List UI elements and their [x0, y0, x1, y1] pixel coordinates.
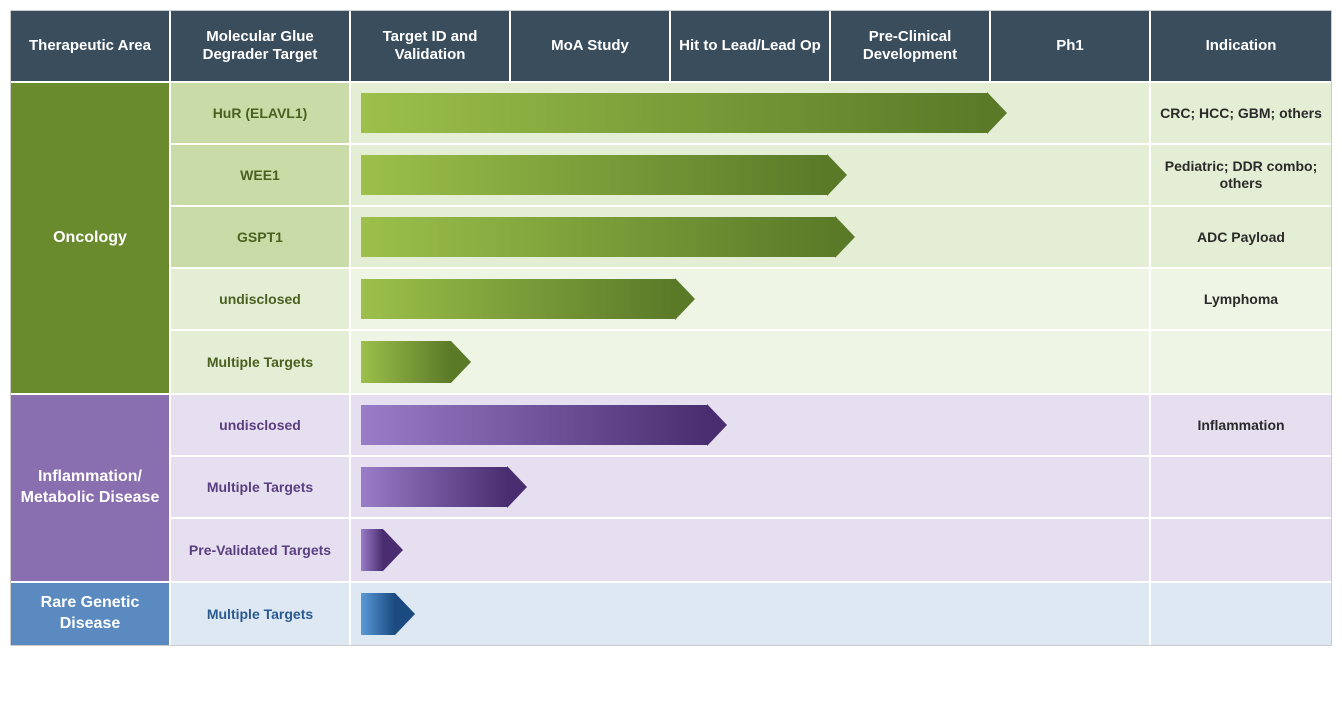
pipeline-row: Pre-Validated Targets	[171, 519, 1331, 581]
pipeline-row: undisclosed Lymphoma	[171, 269, 1331, 331]
target-cell: WEE1	[171, 145, 351, 205]
indication-cell	[1151, 519, 1331, 581]
progress-arrow-body	[361, 93, 987, 133]
progress-arrow-head	[827, 154, 847, 196]
progress-arrow	[361, 593, 415, 635]
pipeline-row: Multiple Targets	[171, 457, 1331, 519]
area-label-inflammation: Inflammation/ Metabolic Disease	[11, 395, 171, 581]
pipeline-row: HuR (ELAVL1) CRC; HCC; GBM; others	[171, 83, 1331, 145]
progress-arrow	[361, 217, 855, 257]
progress-arrow-body	[361, 405, 707, 445]
header-indication: Indication	[1151, 11, 1331, 81]
progress-arrow-body	[361, 341, 451, 383]
progress-arrow	[361, 467, 527, 507]
area-block-rare: Rare Genetic DiseaseMultiple Targets	[11, 581, 1331, 645]
header-area: Therapeutic Area	[11, 11, 171, 81]
progress-arrow	[361, 93, 1007, 133]
target-cell: undisclosed	[171, 269, 351, 329]
stages-cell	[351, 83, 1151, 143]
pipeline-chart: Therapeutic Area Molecular Glue Degrader…	[10, 10, 1332, 646]
rows-inflammation: undisclosed Inflammation Multiple TargetsP…	[171, 395, 1331, 581]
indication-cell: ADC Payload	[1151, 207, 1331, 267]
progress-arrow-body	[361, 155, 827, 195]
indication-cell	[1151, 331, 1331, 393]
target-cell: undisclosed	[171, 395, 351, 455]
pipeline-row: GSPT1 ADC Payload	[171, 207, 1331, 269]
progress-arrow	[361, 529, 403, 571]
area-block-inflammation: Inflammation/ Metabolic Diseaseundisclos…	[11, 393, 1331, 581]
stages-cell	[351, 519, 1151, 581]
header-stage-3: Pre-Clinical Development	[831, 11, 991, 81]
progress-arrow	[361, 341, 471, 383]
areas-container: OncologyHuR (ELAVL1) CRC; HCC; GBM; other…	[11, 81, 1331, 645]
progress-arrow-head	[507, 466, 527, 508]
indication-cell	[1151, 583, 1331, 645]
progress-arrow-body	[361, 217, 835, 257]
indication-cell: CRC; HCC; GBM; others	[1151, 83, 1331, 143]
progress-arrow-head	[675, 278, 695, 320]
stages-cell	[351, 331, 1151, 393]
header-stage-0: Target ID and Validation	[351, 11, 511, 81]
indication-cell: Pediatric; DDR combo; others	[1151, 145, 1331, 205]
progress-arrow-head	[835, 216, 855, 258]
header-target: Molecular Glue Degrader Target	[171, 11, 351, 81]
pipeline-row: Multiple Targets	[171, 331, 1331, 393]
target-cell: Multiple Targets	[171, 331, 351, 393]
progress-arrow	[361, 279, 695, 319]
progress-arrow	[361, 405, 727, 445]
area-label-rare: Rare Genetic Disease	[11, 583, 171, 645]
target-cell: Multiple Targets	[171, 457, 351, 517]
pipeline-row: undisclosed Inflammation	[171, 395, 1331, 457]
stages-cell	[351, 583, 1151, 645]
pipeline-row: WEE1 Pediatric; DDR combo; others	[171, 145, 1331, 207]
target-cell: HuR (ELAVL1)	[171, 83, 351, 143]
stages-cell	[351, 457, 1151, 517]
progress-arrow	[361, 155, 847, 195]
header-stage-4: Ph1	[991, 11, 1151, 81]
progress-arrow-body	[361, 467, 507, 507]
progress-arrow-head	[383, 529, 403, 571]
indication-cell	[1151, 457, 1331, 517]
stages-cell	[351, 145, 1151, 205]
header-stage-2: Hit to Lead/Lead Op	[671, 11, 831, 81]
rows-rare: Multiple Targets	[171, 583, 1331, 645]
area-block-oncology: OncologyHuR (ELAVL1) CRC; HCC; GBM; other…	[11, 81, 1331, 393]
progress-arrow-head	[395, 593, 415, 635]
progress-arrow-body	[361, 529, 383, 571]
stages-cell	[351, 269, 1151, 329]
progress-arrow-body	[361, 593, 395, 635]
area-label-oncology: Oncology	[11, 83, 171, 393]
progress-arrow-head	[451, 341, 471, 383]
rows-oncology: HuR (ELAVL1) CRC; HCC; GBM; others WEE1 Ped…	[171, 83, 1331, 393]
header-row: Therapeutic Area Molecular Glue Degrader…	[11, 11, 1331, 81]
target-cell: Multiple Targets	[171, 583, 351, 645]
indication-cell: Inflammation	[1151, 395, 1331, 455]
stages-cell	[351, 395, 1151, 455]
stages-cell	[351, 207, 1151, 267]
header-stage-1: MoA Study	[511, 11, 671, 81]
pipeline-row: Multiple Targets	[171, 583, 1331, 645]
progress-arrow-head	[987, 92, 1007, 134]
target-cell: GSPT1	[171, 207, 351, 267]
progress-arrow-head	[707, 404, 727, 446]
indication-cell: Lymphoma	[1151, 269, 1331, 329]
progress-arrow-body	[361, 279, 675, 319]
target-cell: Pre-Validated Targets	[171, 519, 351, 581]
